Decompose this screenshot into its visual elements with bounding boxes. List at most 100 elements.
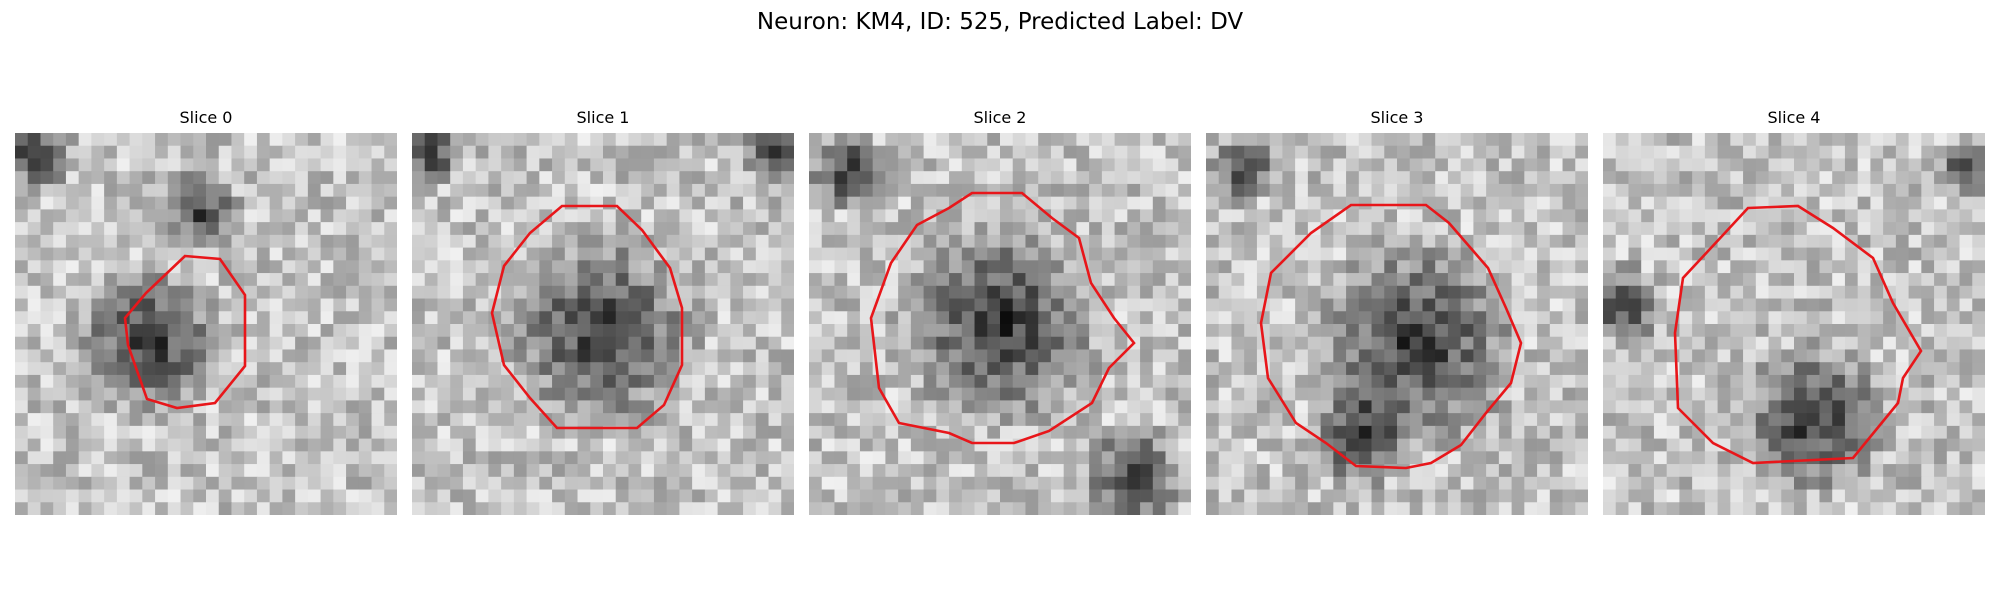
pixel bbox=[167, 183, 181, 198]
pixel bbox=[1140, 273, 1154, 287]
pixel bbox=[539, 171, 553, 185]
pixel bbox=[1730, 489, 1744, 503]
pixel bbox=[704, 260, 718, 274]
pixel bbox=[244, 298, 258, 312]
pixel bbox=[936, 362, 950, 376]
pixel bbox=[641, 234, 655, 248]
pixel bbox=[961, 158, 975, 172]
pixel bbox=[859, 222, 874, 236]
pixel bbox=[730, 183, 744, 198]
pixel bbox=[244, 260, 258, 274]
pixel bbox=[898, 171, 912, 185]
pixel bbox=[704, 285, 718, 299]
pixel bbox=[450, 298, 464, 312]
pixel bbox=[424, 400, 438, 414]
pixel bbox=[437, 260, 451, 274]
pixel bbox=[653, 260, 668, 274]
pixel bbox=[256, 285, 271, 299]
pixel bbox=[628, 400, 642, 414]
pixel bbox=[1114, 196, 1128, 210]
pixel bbox=[307, 489, 321, 503]
pixel bbox=[704, 374, 718, 389]
pixel bbox=[1641, 145, 1655, 159]
pixel bbox=[1641, 476, 1655, 490]
pixel bbox=[384, 145, 397, 159]
pixel bbox=[1295, 502, 1309, 515]
pixel bbox=[1397, 413, 1411, 427]
pixel bbox=[1653, 324, 1668, 338]
pixel bbox=[1653, 273, 1668, 287]
pixel bbox=[1819, 400, 1833, 414]
pixel bbox=[1076, 222, 1090, 236]
pixel bbox=[358, 324, 372, 338]
pixel bbox=[91, 489, 105, 503]
pixel bbox=[1012, 464, 1026, 478]
pixel bbox=[526, 438, 540, 452]
pixel bbox=[1346, 413, 1360, 427]
pixel bbox=[488, 222, 502, 236]
pixel bbox=[1755, 502, 1769, 515]
pixel bbox=[40, 387, 54, 401]
pixel bbox=[987, 158, 1001, 172]
pixel bbox=[1269, 324, 1283, 338]
pixel bbox=[1921, 438, 1935, 452]
pixel bbox=[1615, 387, 1629, 401]
pixel bbox=[1025, 222, 1039, 236]
pixel bbox=[1358, 260, 1372, 274]
pixel bbox=[872, 247, 886, 261]
pixel bbox=[717, 222, 731, 236]
pixel bbox=[320, 502, 334, 515]
pixel bbox=[1946, 476, 1960, 490]
pixel bbox=[1409, 349, 1423, 363]
pixel bbox=[78, 451, 92, 465]
pixel bbox=[40, 298, 54, 312]
pixel bbox=[167, 438, 181, 452]
pixel bbox=[679, 145, 693, 159]
pixel bbox=[1844, 298, 1859, 312]
pixel bbox=[1549, 502, 1563, 515]
pixel bbox=[1127, 298, 1141, 312]
pixel bbox=[1498, 400, 1512, 414]
pixel bbox=[282, 476, 296, 490]
pixel bbox=[768, 285, 782, 299]
pixel bbox=[1089, 171, 1103, 185]
pixel bbox=[282, 273, 296, 287]
pixel bbox=[1641, 209, 1655, 223]
pixel bbox=[1959, 133, 1973, 147]
pixel bbox=[1537, 324, 1551, 338]
pixel bbox=[653, 451, 668, 465]
slice-panel-4: Slice 4 bbox=[1603, 108, 1985, 515]
pixel bbox=[821, 324, 835, 338]
pixel bbox=[1959, 158, 1973, 172]
pixel bbox=[1422, 158, 1436, 172]
pixel bbox=[371, 349, 385, 363]
pixel bbox=[282, 234, 296, 248]
pixel bbox=[1089, 502, 1103, 515]
pixel bbox=[307, 311, 321, 325]
pixel bbox=[679, 260, 693, 274]
pixel bbox=[358, 145, 372, 159]
pixel bbox=[475, 324, 489, 338]
pixel bbox=[692, 489, 706, 503]
pixel bbox=[1025, 464, 1039, 478]
pixel bbox=[1076, 438, 1090, 452]
pixel bbox=[679, 171, 693, 185]
pixel bbox=[987, 311, 1001, 325]
pixel bbox=[1282, 209, 1296, 223]
pixel bbox=[872, 464, 886, 478]
pixel bbox=[692, 362, 706, 376]
pixel bbox=[424, 464, 438, 478]
pixel bbox=[1794, 311, 1808, 325]
pixel bbox=[590, 400, 604, 414]
pixel bbox=[1959, 451, 1973, 465]
pixel bbox=[320, 476, 334, 490]
pixel bbox=[628, 273, 642, 287]
pixel bbox=[358, 438, 372, 452]
pixel bbox=[437, 158, 451, 172]
pixel bbox=[1666, 298, 1680, 312]
pixel bbox=[1819, 425, 1833, 439]
pixel bbox=[256, 489, 271, 503]
pixel bbox=[475, 400, 489, 414]
pixel bbox=[1832, 362, 1846, 376]
pixel bbox=[577, 196, 591, 210]
